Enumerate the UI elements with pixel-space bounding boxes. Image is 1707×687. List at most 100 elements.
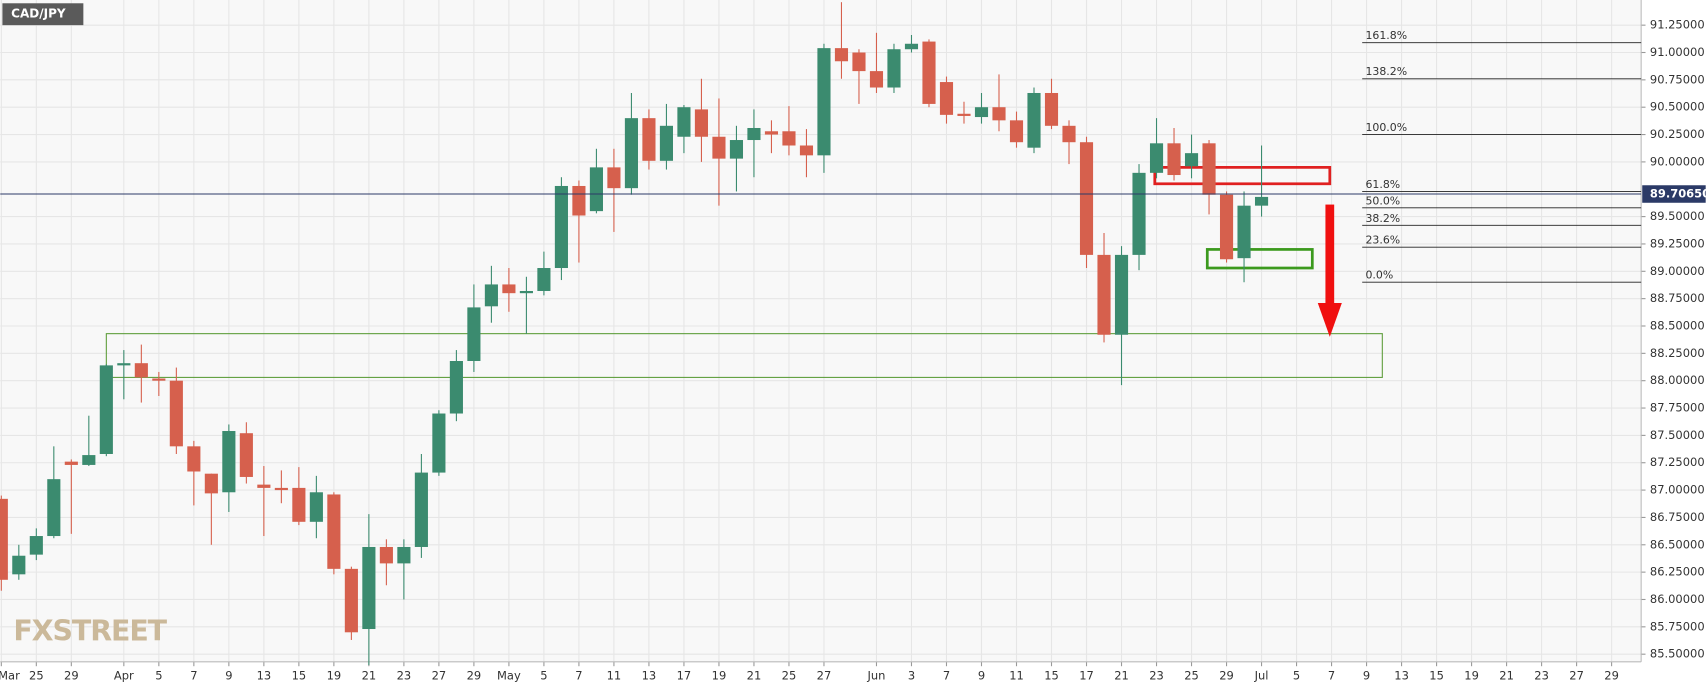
candle-body [187, 446, 201, 472]
candle-body [1184, 153, 1199, 167]
candle-body [887, 49, 901, 88]
x-tick-label: 13 [1394, 669, 1409, 683]
x-tick-label: 13 [257, 669, 272, 683]
candle-body [12, 555, 26, 575]
last-price-box [1642, 185, 1706, 203]
x-tick-label: 23 [1534, 669, 1549, 683]
y-tick-label: 91.25000 [1650, 18, 1705, 32]
x-tick-label: 15 [292, 669, 307, 683]
candle-body [712, 136, 726, 159]
watermark: FXSTREET [13, 614, 167, 647]
x-tick-label: 21 [747, 669, 762, 683]
y-tick-label: 87.00000 [1650, 483, 1705, 497]
x-tick-label: 11 [607, 669, 622, 683]
x-tick-label: 5 [1293, 669, 1300, 683]
candle-body [869, 71, 884, 88]
candle-body [607, 167, 621, 189]
candle-body [764, 131, 779, 135]
x-tick-label: 3 [908, 669, 915, 683]
candle-body [572, 185, 586, 216]
candle-body [169, 380, 183, 447]
candle-body [309, 492, 323, 522]
last-price-label: 89.70650 [1650, 187, 1707, 201]
candle-body [904, 43, 919, 50]
candle-body [327, 494, 341, 569]
x-tick-label: 9 [978, 669, 985, 683]
candle-body [1114, 254, 1129, 335]
x-tick-label: 19 [327, 669, 342, 683]
x-tick-label: 29 [1604, 669, 1619, 683]
y-tick-label: 86.50000 [1650, 537, 1705, 551]
y-tick-label: 89.25000 [1650, 236, 1705, 250]
x-tick-label: 5 [155, 669, 162, 683]
candle-body [152, 378, 166, 381]
candle-body [1219, 194, 1234, 260]
x-tick-label: 19 [1464, 669, 1479, 683]
candle-body [659, 125, 673, 161]
y-tick-label: 88.50000 [1650, 318, 1705, 332]
candle-body [222, 431, 236, 493]
candle-body [1027, 92, 1041, 148]
x-tick-label: 21 [362, 669, 377, 683]
candle-body [817, 48, 831, 156]
x-tick-label: Apr [114, 669, 134, 683]
candle-body [467, 307, 481, 362]
x-tick-label: 23 [397, 669, 412, 683]
axis-background [1641, 0, 1707, 687]
x-tick-label: 11 [1009, 669, 1024, 683]
candle-body [239, 433, 253, 477]
y-tick-label: 90.75000 [1650, 72, 1705, 86]
x-tick-label: 29 [64, 669, 79, 683]
candle-body [974, 107, 989, 118]
candle-body [432, 413, 446, 473]
y-tick-label: 88.00000 [1650, 373, 1705, 387]
candle-body [642, 118, 656, 161]
candle-body [344, 568, 358, 633]
candle-body [1167, 143, 1181, 176]
zone-box [1153, 166, 1332, 186]
x-tick-label: 15 [1429, 669, 1444, 683]
candle-body [414, 472, 428, 547]
x-tick-label: 9 [1363, 669, 1370, 683]
x-tick-label: 7 [943, 669, 950, 683]
y-tick-label: 87.75000 [1650, 401, 1705, 415]
candle-body [502, 284, 516, 294]
candle-body [274, 487, 288, 491]
x-tick-label: 17 [677, 669, 692, 683]
x-tick-label: 13 [642, 669, 657, 683]
x-tick-label: 7 [575, 669, 582, 683]
y-tick-label: 89.50000 [1650, 209, 1705, 223]
candle-body [939, 82, 954, 115]
x-tick-label: 29 [1219, 669, 1234, 683]
candle-body [694, 109, 709, 137]
y-tick-label: 87.50000 [1650, 428, 1705, 442]
candle-body [1132, 172, 1146, 255]
candle-body [799, 145, 814, 156]
arrow-head [1317, 303, 1342, 337]
candle-body [834, 48, 849, 62]
candle-body [379, 546, 393, 564]
candle-body [589, 167, 603, 212]
candle-body [82, 455, 96, 465]
y-tick-label: 91.00000 [1650, 45, 1705, 59]
y-tick-label: 88.75000 [1650, 291, 1705, 305]
y-tick-label: 90.25000 [1650, 127, 1705, 141]
x-tick-label: 7 [1328, 669, 1335, 683]
y-tick-label: 86.75000 [1650, 510, 1705, 524]
y-tick-label: 87.25000 [1650, 455, 1705, 469]
arrow-shaft [1325, 204, 1335, 304]
y-tick-label: 85.75000 [1650, 619, 1705, 633]
candle-body [1009, 120, 1024, 143]
title-box [2, 3, 84, 26]
fib-label: 23.6% [1365, 234, 1400, 247]
candle-body [677, 107, 691, 137]
candle-body [624, 118, 638, 189]
y-tick-label: 90.50000 [1650, 100, 1705, 114]
y-tick-label: 86.00000 [1650, 592, 1705, 606]
x-tick-label: 7 [190, 669, 197, 683]
fib-label: 138.2% [1365, 65, 1407, 78]
fib-label: 50.0% [1365, 194, 1400, 207]
candle-body [134, 363, 148, 378]
candle-body [852, 52, 866, 72]
candle-body [1062, 125, 1076, 143]
